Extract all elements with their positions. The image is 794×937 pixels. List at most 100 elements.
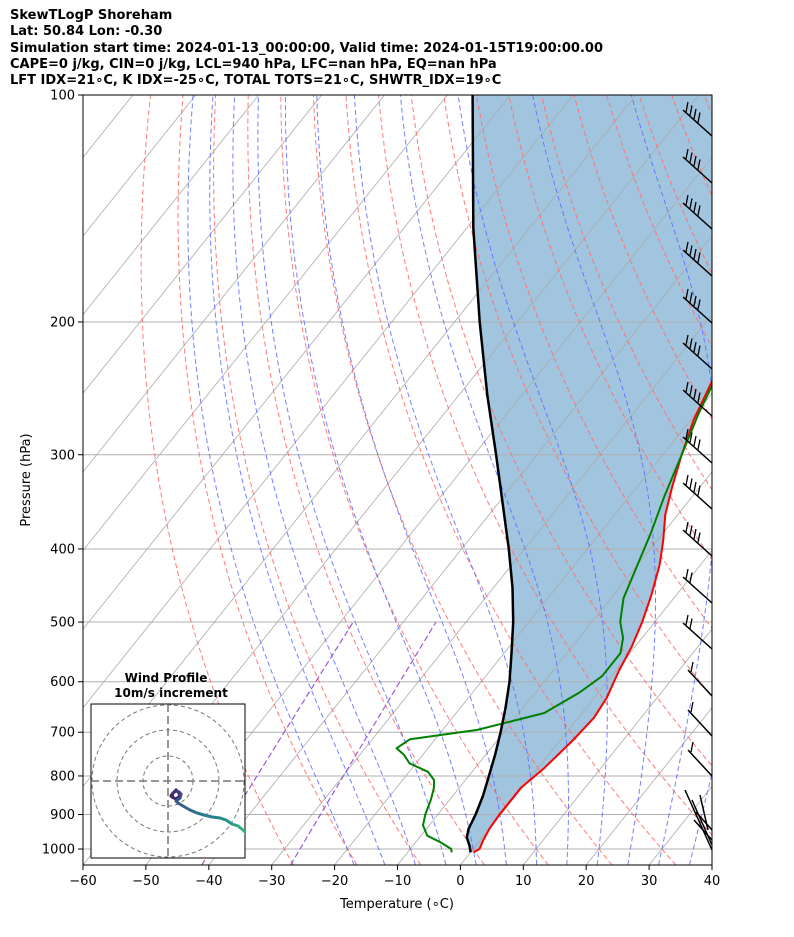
- wind-barb: [682, 241, 713, 277]
- inset-title: Wind Profile: [125, 671, 208, 685]
- wind-barb: [682, 101, 713, 137]
- shaded-area: [466, 95, 712, 853]
- y-tick-label: 100: [50, 89, 75, 104]
- location-line: Lat: 50.84 Lon: -0.30: [10, 24, 163, 40]
- isotherm-line: [83, 95, 260, 316]
- x-tick-label: −40: [195, 874, 222, 889]
- y-tick-label: 900: [50, 808, 75, 823]
- indices-line: LFT IDX=21∘C, K IDX=-25∘C, TOTAL TOTS=21…: [10, 73, 502, 89]
- isotherm-line: [83, 95, 322, 394]
- inset-subtitle: 10m/s increment: [114, 686, 228, 700]
- wind-barbs: [682, 101, 713, 851]
- dry-adiabat: [345, 95, 677, 865]
- dry-adiabat: [247, 95, 485, 865]
- wind-barb: [687, 701, 713, 737]
- moist-adiabat: [232, 95, 416, 865]
- moist-adiabat: [209, 95, 386, 865]
- x-tick-label: 30: [641, 874, 658, 889]
- wind-barb: [682, 381, 713, 417]
- dry-adiabat: [140, 95, 294, 865]
- wind-barb: [687, 741, 713, 777]
- x-tick-label: −50: [132, 874, 159, 889]
- wind-barb: [682, 614, 713, 650]
- moist-adiabat: [720, 95, 794, 865]
- dry-adiabat: [443, 95, 712, 698]
- x-tick-label: 0: [456, 874, 464, 889]
- dry-adiabat: [410, 95, 712, 767]
- wind-barb: [682, 521, 713, 557]
- wind-barb: [682, 288, 713, 324]
- wind-barb: [684, 789, 713, 851]
- y-tick-label: 700: [50, 726, 75, 741]
- isotherm-line: [83, 95, 574, 709]
- isotherm-line: [522, 628, 712, 865]
- isotherm-line: [83, 95, 448, 552]
- dewpoint-line: [395, 383, 712, 853]
- wind-barb: [682, 568, 713, 604]
- dry-adiabat: [703, 95, 712, 117]
- isotherm-line: [711, 864, 712, 865]
- y-tick-label: 600: [50, 675, 75, 690]
- dry-adiabat: [475, 95, 712, 630]
- x-axis-label: Temperature (∘C): [339, 897, 454, 912]
- hodograph-segment: [241, 828, 245, 835]
- y-tick-label: 800: [50, 769, 75, 784]
- parcel-line: [465, 95, 515, 853]
- mixing-ratio-line: [201, 621, 354, 865]
- plot-area: [0, 95, 794, 865]
- y-tick-label: 200: [50, 315, 75, 330]
- moist-adiabat: [630, 95, 712, 865]
- wind-profile-inset: Wind Profile 10m/s increment: [90, 671, 246, 859]
- isotherm-line: [83, 95, 385, 473]
- y-tick-label: 400: [50, 542, 75, 557]
- wind-barb: [682, 334, 713, 370]
- moist-adiabat: [316, 95, 507, 865]
- y-tick-label: 500: [50, 616, 75, 631]
- isotherm-line: [83, 95, 197, 237]
- y-axis-label: Pressure (hPa): [19, 433, 34, 526]
- cape-line: CAPE=0 j/kg, CIN=0 j/kg, LCL=940 hPa, LF…: [10, 56, 497, 72]
- moist-adiabat: [284, 95, 477, 865]
- wind-barb: [682, 428, 713, 464]
- y-tick-label: 300: [50, 448, 75, 463]
- x-tick-label: 20: [578, 874, 595, 889]
- x-tick-label: −60: [69, 874, 96, 889]
- isotherm-line: [334, 392, 712, 865]
- isotherm-line: [208, 235, 712, 865]
- isotherm-line: [0, 95, 70, 865]
- dry-adiabat: [737, 95, 794, 865]
- dry-adiabat: [280, 95, 549, 865]
- simulation-time-line: Simulation start time: 2024-01-13_00:00:…: [10, 40, 603, 56]
- dry-adiabat: [378, 95, 712, 836]
- isotherm-line: [83, 95, 511, 630]
- x-tick-label: 10: [515, 874, 532, 889]
- x-tick-label: 40: [704, 874, 721, 889]
- temperature-line: [473, 379, 712, 854]
- x-tick-label: −20: [321, 874, 348, 889]
- axes: −60 −50 −40 −30 −20 −10 0 10 20 30 40 1000 900 800 700…: [42, 89, 720, 890]
- isotherm-line: [460, 549, 712, 865]
- x-tick-label: −30: [258, 874, 285, 889]
- isotherm-line: [775, 95, 794, 865]
- moist-adiabat: [457, 95, 608, 865]
- hodograph-trace: [169, 788, 245, 835]
- dry-adiabat: [177, 95, 358, 865]
- moist-adiabat: [257, 95, 447, 865]
- wind-barb: [682, 148, 713, 184]
- wind-barb: [682, 474, 713, 510]
- moist-adiabat: [187, 95, 355, 865]
- chart-title: SkewTLogP Shoreham: [10, 8, 173, 23]
- dry-adiabat: [770, 95, 794, 865]
- wind-barb: [687, 661, 713, 697]
- dry-adiabat: [540, 95, 712, 491]
- dry-adiabat: [312, 95, 613, 865]
- y-tick-label: 1000: [42, 843, 75, 858]
- x-tick-label: −10: [384, 874, 411, 889]
- wind-barb: [682, 194, 713, 230]
- chart-header: SkewTLogP Shoreham Lat: 50.84 Lon: -0.30…: [10, 8, 603, 89]
- moist-adiabat: [399, 95, 569, 865]
- mixing-ratio-line: [290, 621, 437, 865]
- isotherm-line: [145, 156, 712, 865]
- isotherm-line: [585, 707, 712, 865]
